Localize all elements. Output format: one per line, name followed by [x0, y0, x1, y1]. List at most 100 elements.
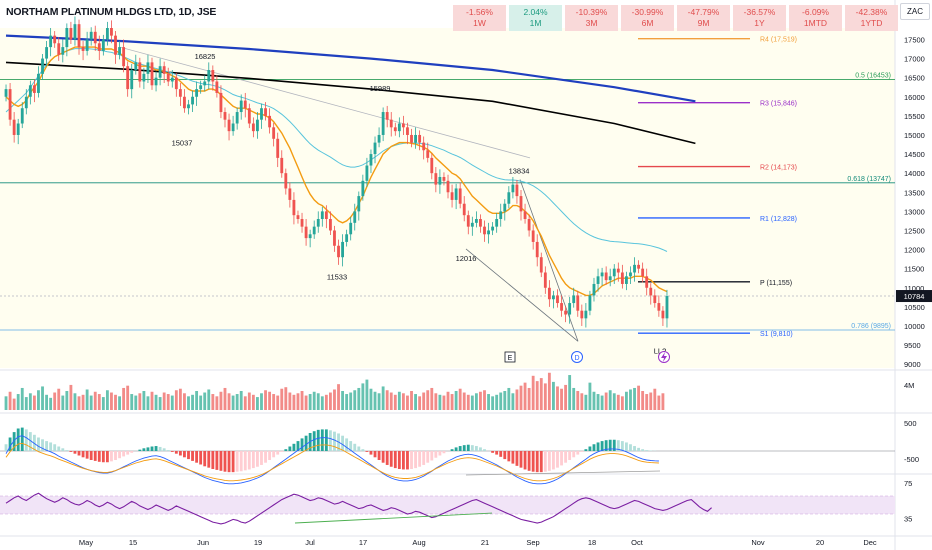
volume-bar	[183, 393, 186, 410]
candle-body	[637, 264, 641, 269]
perf-3m[interactable]: -10.39% 3M	[565, 5, 618, 31]
perf-9m[interactable]: -47.79% 9M	[677, 5, 730, 31]
volume-bar	[649, 392, 653, 410]
signal-line	[5, 442, 659, 482]
candle-body	[312, 226, 316, 235]
perf-6m[interactable]: -30.99% 6M	[621, 5, 674, 31]
volume-bar	[280, 388, 284, 410]
volume-bar	[442, 395, 446, 410]
trendline	[119, 46, 531, 159]
volume-bar	[32, 395, 36, 410]
macd-histogram-bar	[166, 450, 170, 451]
perf-period: 1YTD	[860, 18, 883, 28]
macd-histogram-bar	[543, 451, 547, 472]
macd-histogram-bar	[272, 451, 276, 458]
candle-body	[219, 92, 223, 113]
volume-bar	[393, 394, 397, 410]
candle-body	[580, 310, 584, 319]
perf-value: -30.99%	[631, 7, 664, 17]
candle-body	[406, 127, 409, 135]
macd-histogram-bar	[191, 451, 194, 461]
macd-histogram-bar	[503, 451, 507, 460]
perf-1w[interactable]: -1.56% 1W	[453, 5, 506, 31]
candle-body	[89, 31, 93, 40]
candle-body	[195, 89, 199, 97]
volume-bar	[101, 397, 105, 410]
volume-bar	[645, 394, 649, 410]
volume-bar	[353, 390, 357, 410]
macd-histogram-bar	[215, 451, 219, 470]
trendline	[465, 248, 579, 342]
candle-body	[434, 173, 438, 185]
perf-period: 9M	[697, 18, 710, 28]
volume-bar	[470, 395, 474, 410]
volume-bar	[499, 392, 503, 410]
macd-histogram-bar	[568, 451, 572, 460]
macd-histogram-bar	[430, 451, 434, 461]
macd-histogram-bar	[203, 451, 207, 467]
macd-histogram-bar	[499, 451, 503, 457]
last-price-value: 10784	[904, 292, 925, 301]
candle-body	[596, 276, 600, 284]
candle-body	[150, 62, 154, 86]
volume-bar	[272, 394, 276, 410]
candle-body	[174, 77, 178, 90]
volume-bar	[341, 391, 345, 410]
fib-label: 0.618 (13747)	[847, 176, 891, 183]
swing-label: LL?	[654, 346, 667, 355]
macd-histogram-bar	[61, 448, 65, 451]
symbol-title[interactable]: NORTHAM PLATINUM HLDGS LTD, 1D, JSE	[6, 6, 217, 18]
volume-bar	[446, 391, 450, 410]
volume-bar	[491, 396, 495, 410]
candle-body	[507, 192, 511, 204]
macd-histogram-bar	[174, 451, 178, 454]
candle-body	[600, 272, 604, 277]
volume-bar	[239, 391, 243, 410]
candle-body	[12, 119, 16, 135]
volume-bar	[256, 397, 259, 410]
macd-histogram-bar	[211, 451, 215, 469]
volume-bar	[191, 394, 194, 410]
volume-bar	[178, 388, 182, 410]
candle-body	[207, 70, 211, 82]
volume-bar	[479, 391, 482, 410]
perf-1y[interactable]: -36.57% 1Y	[733, 5, 786, 31]
y-tick-label: 11500	[904, 265, 924, 274]
macd-axis-label: 500	[904, 419, 917, 428]
candle-body	[592, 283, 596, 296]
volume-bar	[162, 392, 166, 410]
perf-value: -47.79%	[687, 7, 720, 17]
candle-body	[539, 257, 543, 273]
candle-body	[300, 219, 304, 227]
candle-body	[77, 24, 81, 48]
macd-histogram-bar	[353, 443, 357, 451]
perf-1m[interactable]: 2.04% 1M	[509, 5, 562, 31]
volume-bar	[24, 397, 28, 410]
candle-body	[531, 230, 535, 242]
candle-body	[73, 24, 77, 40]
volume-bar	[584, 394, 588, 410]
candle-body	[268, 115, 272, 128]
x-tick-label: Dec	[863, 538, 877, 547]
volume-bar	[556, 386, 559, 410]
volume-bar	[308, 394, 312, 410]
volume-bar	[543, 383, 547, 410]
y-tick-label: 12500	[904, 226, 925, 235]
candle-body	[28, 85, 32, 97]
perf-1mtd[interactable]: -6.09% 1MTD	[789, 5, 842, 31]
macd-histogram-bar	[105, 451, 109, 463]
y-tick-label: 16000	[904, 93, 925, 102]
volume-bar	[53, 392, 57, 410]
macd-histogram-bar	[483, 449, 486, 451]
currency-badge[interactable]: ZAC	[900, 3, 930, 20]
last-price-badge	[896, 290, 932, 303]
perf-1ytd[interactable]: -42.38% 1YTD	[845, 5, 898, 31]
volume-bar	[503, 391, 507, 410]
event-marker	[571, 351, 583, 363]
x-tick-label: Jun	[197, 538, 209, 547]
volume-bar	[568, 375, 572, 410]
candle-body	[146, 62, 150, 74]
candle-body	[32, 85, 36, 93]
macd-histogram-bar	[410, 451, 413, 469]
